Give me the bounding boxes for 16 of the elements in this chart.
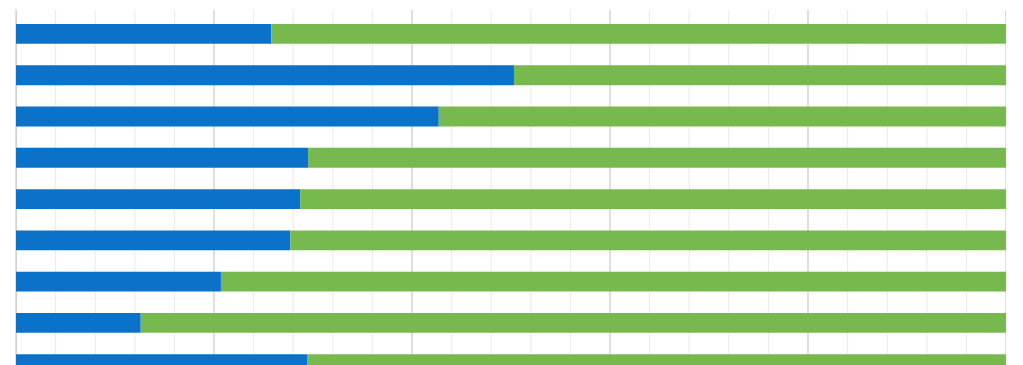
bar <box>16 230 291 251</box>
bar <box>513 65 1006 86</box>
bar <box>300 189 1006 209</box>
bar <box>16 312 141 333</box>
bar <box>16 189 301 209</box>
bar <box>140 312 1006 333</box>
bar <box>16 271 221 292</box>
bar <box>16 147 309 168</box>
bar <box>290 230 1006 251</box>
bar <box>16 24 272 44</box>
bar <box>438 106 1006 127</box>
bar <box>16 106 439 127</box>
bar <box>308 147 1006 168</box>
bar <box>271 24 1006 44</box>
bar <box>16 65 514 86</box>
bar <box>220 271 1006 292</box>
